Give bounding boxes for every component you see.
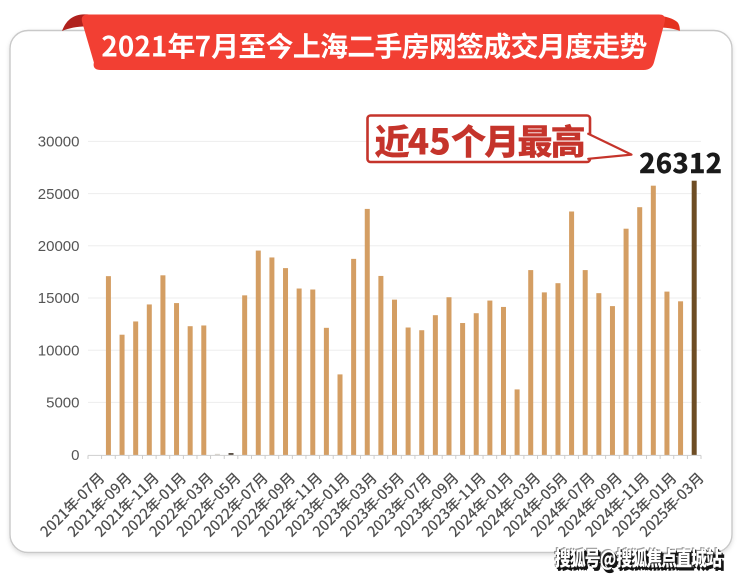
svg-text:5000: 5000 [46,395,79,412]
svg-text:0: 0 [71,447,79,464]
svg-text:15000: 15000 [38,290,80,307]
svg-text:30000: 30000 [38,134,80,151]
svg-text:20000: 20000 [38,238,80,255]
svg-text:25000: 25000 [38,186,80,203]
svg-text:10000: 10000 [38,342,80,359]
